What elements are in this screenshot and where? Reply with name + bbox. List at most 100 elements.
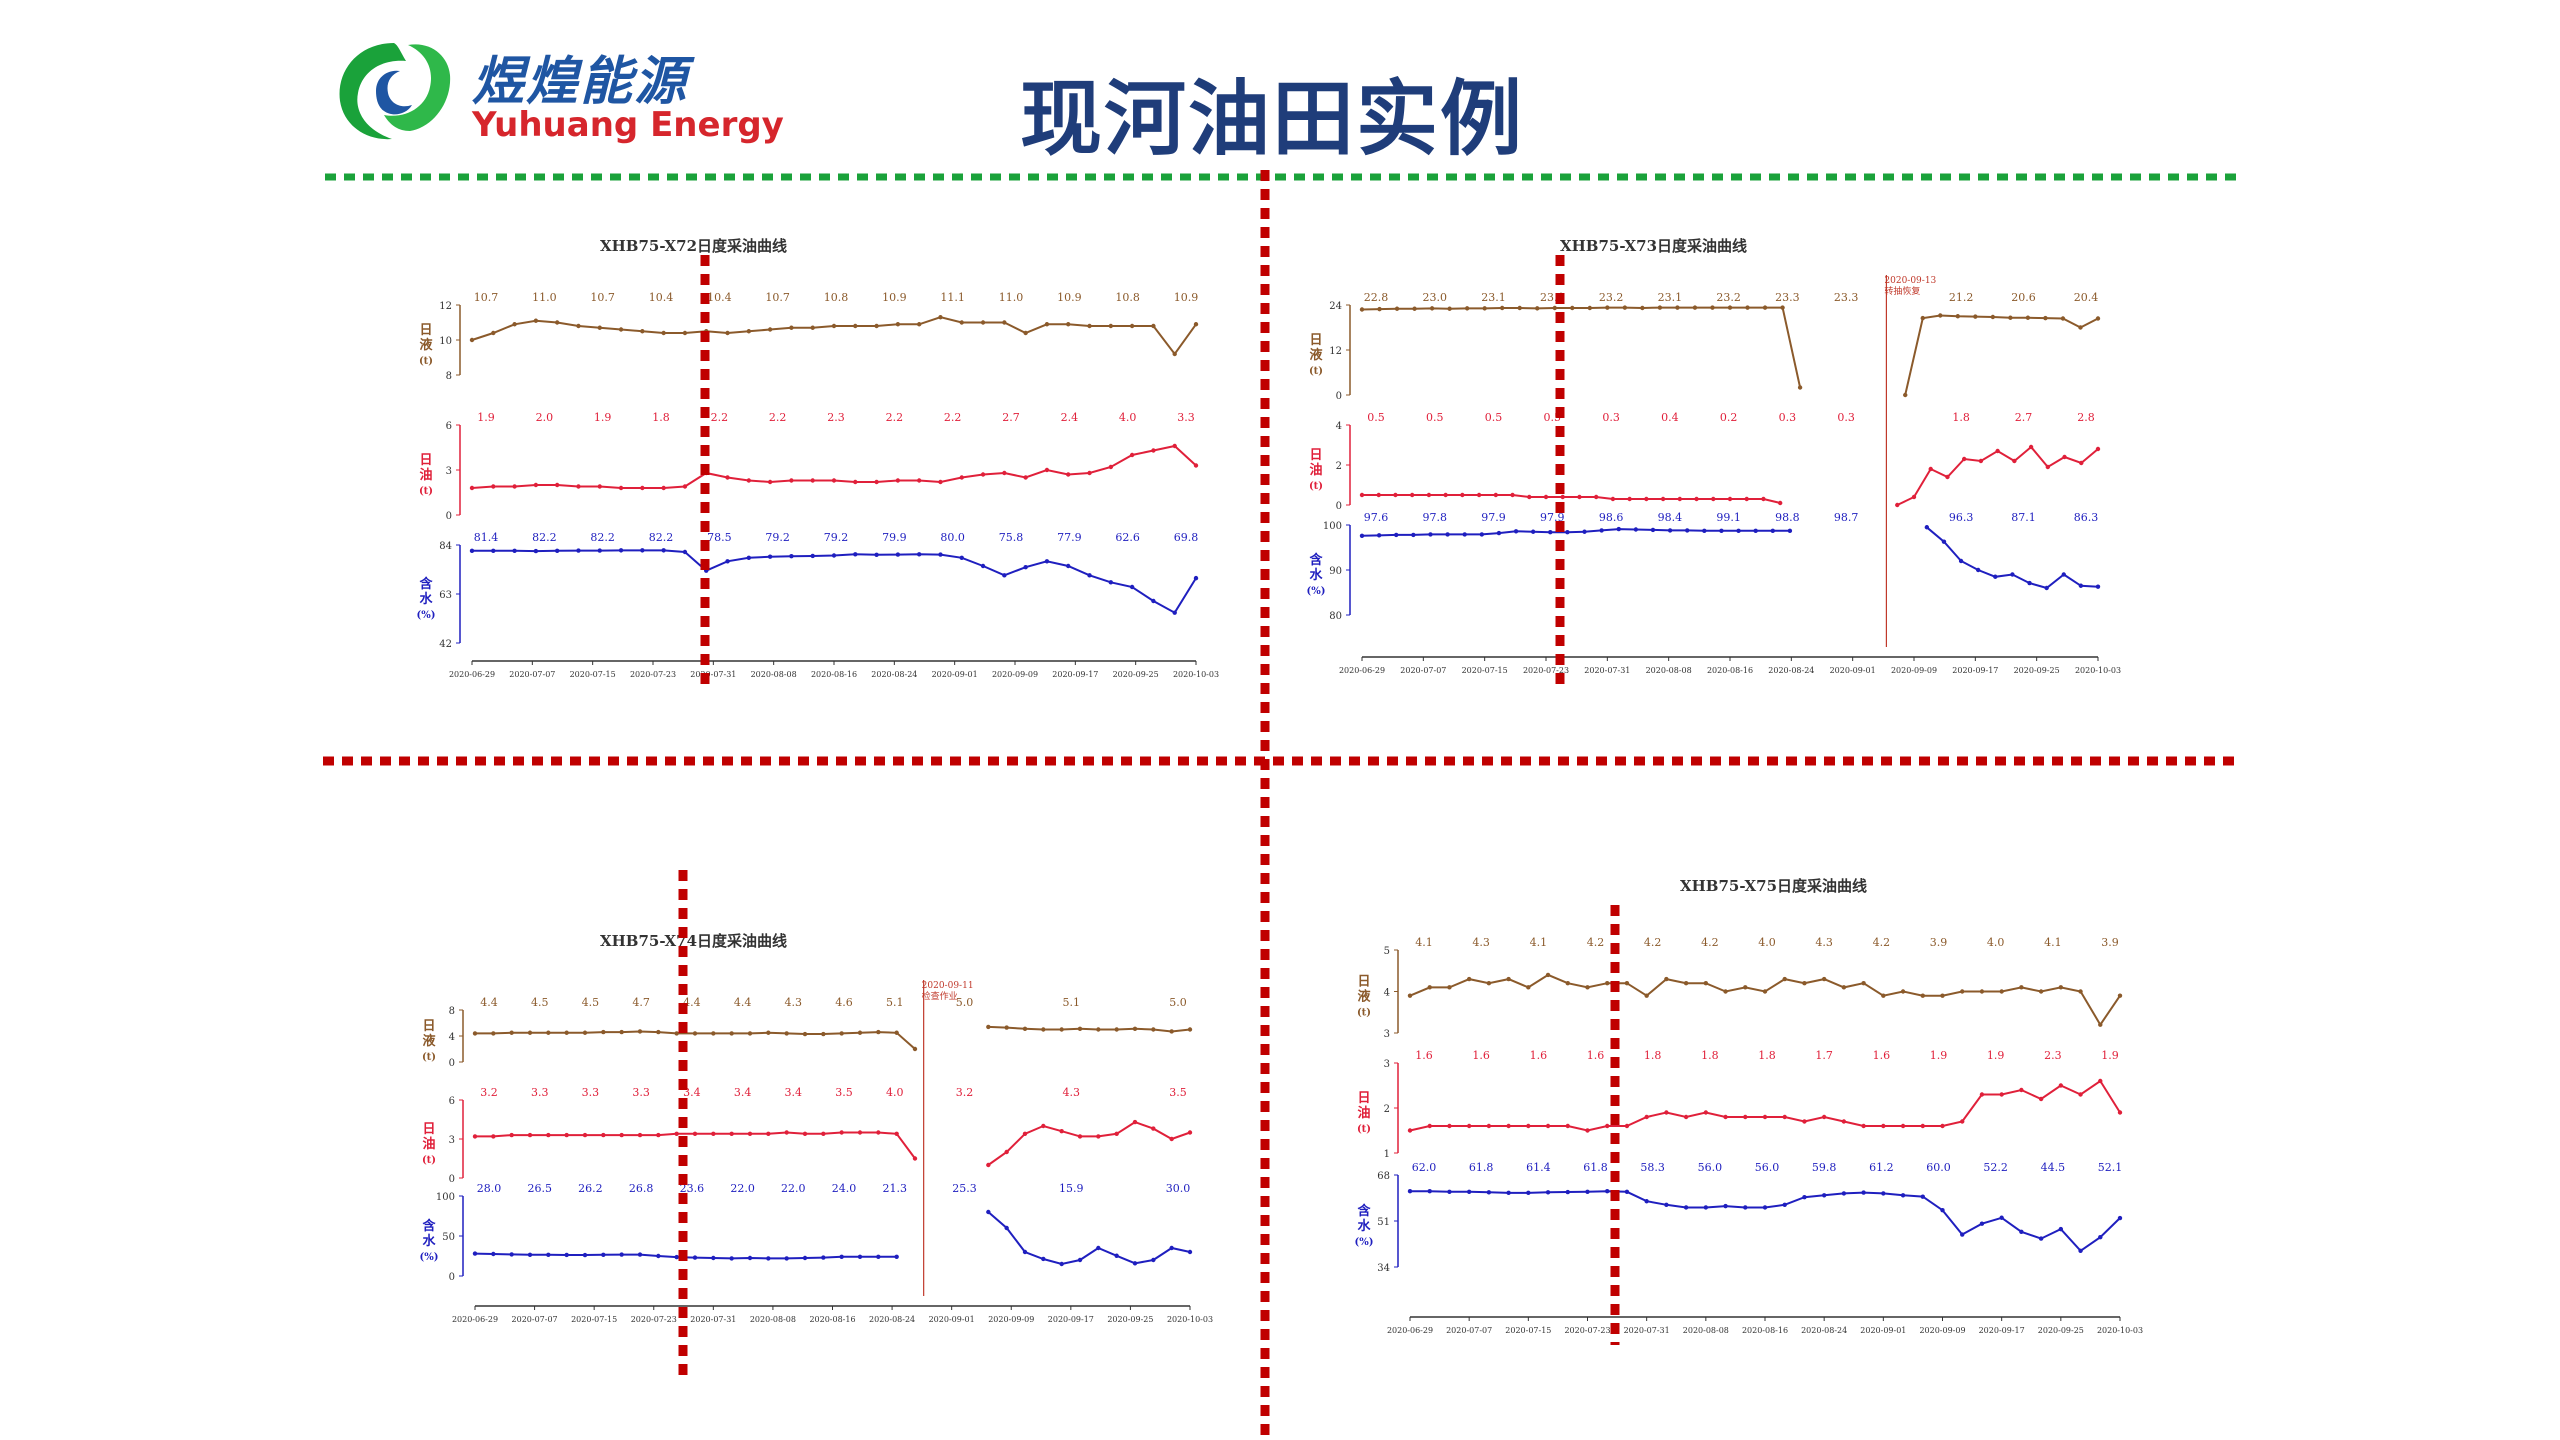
data-label: 98.7 [1834, 511, 1859, 524]
y-axis-label: 日液(t) [1357, 975, 1371, 1019]
y-axis-label: 日液(t) [422, 1019, 436, 1063]
y-axis-label: 日液(t) [1309, 333, 1323, 377]
data-label: 56.0 [1755, 1161, 1780, 1174]
y-tick-label: 24 [1329, 301, 1342, 312]
x-tick-label: 2020-09-09 [988, 1315, 1034, 1324]
x-tick-label: 2020-07-23 [1523, 666, 1569, 675]
data-label: 2.2 [944, 411, 962, 424]
data-label: 3.2 [480, 1086, 498, 1099]
y-tick-label: 12 [1329, 346, 1342, 357]
y-tick-label: 1 [1384, 1149, 1390, 1160]
data-label: 79.2 [824, 531, 849, 544]
data-label: 1.7 [1815, 1049, 1833, 1062]
y-tick-label: 0 [446, 511, 452, 522]
data-label: 1.6 [1530, 1049, 1548, 1062]
data-label: 23.1 [1658, 291, 1683, 304]
chart-title: XHB75-X74日度采油曲线 [600, 932, 787, 950]
y-axis-label: 含水(%) [420, 1218, 439, 1263]
data-label: 1.9 [2101, 1049, 2119, 1062]
y-tick-label: 4 [449, 1032, 455, 1043]
data-label: 78.5 [707, 531, 732, 544]
data-label: 96.3 [1949, 511, 1974, 524]
data-label: 4.3 [1062, 1086, 1080, 1099]
data-label: 3.3 [632, 1086, 650, 1099]
data-label: 23.3 [1834, 291, 1859, 304]
y-axis-label: 日油(t) [422, 1122, 436, 1166]
data-label: 82.2 [532, 531, 557, 544]
data-label: 22.0 [781, 1182, 806, 1195]
y-tick-label: 34 [1377, 1263, 1390, 1274]
x-tick-label: 2020-08-08 [1646, 666, 1692, 675]
x-tick-label: 2020-06-29 [1339, 666, 1385, 675]
data-label: 23.2 [1599, 291, 1624, 304]
x-tick-label: 2020-08-16 [811, 670, 857, 679]
page-title: 现河油田实例 [1020, 72, 1525, 167]
data-label: 23.1 [1481, 291, 1506, 304]
x-tick-label: 2020-09-09 [1919, 1326, 1965, 1335]
data-label: 11.0 [999, 291, 1024, 304]
y-tick-label: 80 [1329, 611, 1342, 622]
data-label: 4.1 [1415, 936, 1433, 949]
data-label: 3.9 [2101, 936, 2119, 949]
data-label: 52.2 [1983, 1161, 2008, 1174]
event-annotation: 2020-09-13 转抽恢复 [1884, 276, 1936, 297]
y-tick-label: 2 [1336, 461, 1342, 472]
x-tick-label: 2020-08-24 [1801, 1326, 1847, 1335]
data-label: 4.4 [734, 996, 752, 1009]
data-label: 23.0 [1423, 291, 1448, 304]
x-tick-label: 2020-09-09 [992, 670, 1038, 679]
data-label: 4.2 [1587, 936, 1605, 949]
data-label: 4.2 [1873, 936, 1891, 949]
y-tick-label: 84 [439, 541, 452, 552]
data-label: 2.7 [2015, 411, 2033, 424]
x-tick-label: 2020-09-01 [1860, 1326, 1906, 1335]
x-tick-label: 2020-08-16 [809, 1315, 855, 1324]
x-tick-label: 2020-09-25 [2038, 1326, 2084, 1335]
series-line [475, 1030, 916, 1050]
data-label: 97.9 [1540, 511, 1565, 524]
x-tick-label: 2020-07-15 [570, 670, 616, 679]
data-label: 4.7 [632, 996, 650, 1009]
y-tick-label: 51 [1377, 1217, 1390, 1228]
data-label: 23.6 [680, 1182, 705, 1195]
data-label: 4.1 [1530, 936, 1548, 949]
y-tick-label: 0 [449, 1272, 455, 1283]
data-label: 3.4 [734, 1086, 752, 1099]
data-label: 3.5 [835, 1086, 853, 1099]
data-label: 4.3 [1472, 936, 1490, 949]
data-label: 3.4 [785, 1086, 803, 1099]
series-line [1361, 528, 1790, 537]
data-label: 61.4 [1526, 1161, 1551, 1174]
data-label: 60.0 [1926, 1161, 1951, 1174]
data-label: 1.6 [1587, 1049, 1605, 1062]
y-tick-label: 3 [1384, 1029, 1390, 1040]
x-tick-label: 2020-10-03 [2075, 666, 2121, 675]
data-label: 80.0 [940, 531, 965, 544]
data-label: 4.3 [785, 996, 803, 1009]
x-tick-label: 2020-09-17 [1052, 670, 1098, 679]
y-tick-label: 0 [1336, 391, 1342, 402]
data-label: 22.8 [1364, 291, 1389, 304]
y-axis-label: 含水(%) [1355, 1203, 1374, 1248]
data-label: 1.8 [1701, 1049, 1719, 1062]
data-label: 3.5 [1169, 1086, 1187, 1099]
y-tick-label: 90 [1329, 566, 1342, 577]
x-tick-label: 2020-08-24 [871, 670, 917, 679]
data-label: 4.2 [1644, 936, 1662, 949]
y-tick-label: 63 [439, 590, 452, 601]
data-label: 2.0 [536, 411, 554, 424]
data-label: 10.9 [1174, 291, 1199, 304]
x-tick-label: 2020-09-01 [932, 670, 978, 679]
data-label: 10.8 [1115, 291, 1140, 304]
y-tick-label: 4 [1384, 988, 1390, 999]
y-tick-label: 8 [446, 371, 452, 382]
x-tick-label: 2020-09-01 [929, 1315, 975, 1324]
y-tick-label: 0 [449, 1174, 455, 1185]
data-label: 10.4 [707, 291, 732, 304]
data-label: 3.9 [1930, 936, 1948, 949]
series-line [987, 1120, 1191, 1166]
series-line [1409, 1079, 2121, 1132]
series-line [1409, 973, 2121, 1027]
series-line [472, 549, 1197, 615]
